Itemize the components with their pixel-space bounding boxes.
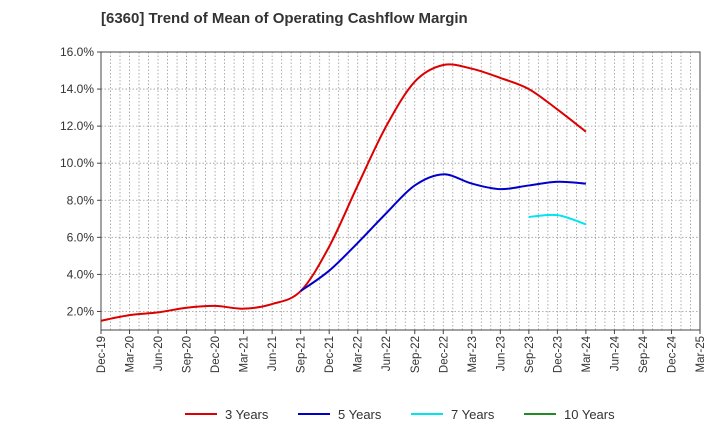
x-tick-label: Mar-20	[125, 336, 137, 372]
x-tick-label: Sep-22	[410, 336, 422, 373]
series-line-5-years	[300, 173, 586, 292]
y-tick-label: 14.0%	[60, 82, 94, 96]
x-tick-label: Dec-24	[666, 335, 678, 373]
x-tick-label: Dec-23	[552, 336, 564, 373]
x-tick-label: Mar-24	[581, 335, 593, 372]
legend-label-10-years: 10 Years	[564, 407, 615, 422]
legend: 3 Years 5 Years 7 Years 10 Years	[185, 407, 615, 422]
series-line-7-years	[528, 213, 587, 226]
x-tick-label: Jun-24	[609, 335, 621, 371]
x-tick-label: Mar-25	[695, 336, 707, 372]
chart-title: [6360] Trend of Mean of Operating Cashfl…	[101, 10, 468, 27]
x-tick-label: Jun-22	[381, 336, 393, 371]
x-tick-label: Dec-21	[324, 336, 336, 373]
y-tick-label: 8.0%	[67, 193, 95, 207]
plot-area: 2.0% 4.0% 6.0% 8.0% 10.0% 12.0% 14.0% 16.0% Dec-…	[60, 45, 707, 373]
legend-label-7-years: 7 Years	[451, 407, 495, 422]
x-tick-label: Sep-20	[182, 336, 194, 373]
x-tick-label: Dec-19	[96, 336, 108, 373]
x-tick-label: Mar-21	[239, 336, 251, 372]
x-tick-label: Dec-22	[438, 336, 450, 373]
y-tick-label: 4.0%	[67, 267, 95, 281]
x-tick-label: Mar-23	[467, 336, 479, 372]
series-line-3-years	[100, 63, 587, 322]
x-tick-label: Jun-20	[153, 336, 165, 371]
x-tick-label: Mar-22	[353, 336, 365, 372]
x-tick-label: Jun-21	[267, 336, 279, 371]
y-tick-label: 2.0%	[67, 304, 95, 318]
y-tick-label: 6.0%	[67, 230, 95, 244]
y-tick-label: 12.0%	[60, 119, 94, 133]
x-tick-label: Sep-24	[638, 335, 650, 373]
x-tick-label: Jun-23	[495, 336, 507, 371]
x-tick-label: Dec-20	[210, 336, 222, 373]
legend-label-3-years: 3 Years	[225, 407, 269, 422]
x-tick-label: Sep-23	[524, 336, 536, 373]
y-tick-label: 16.0%	[60, 45, 94, 59]
x-tick-label: Sep-21	[296, 336, 308, 373]
legend-label-5-years: 5 Years	[338, 407, 382, 422]
y-tick-label: 10.0%	[60, 156, 94, 170]
plot-frame	[100, 51, 701, 331]
